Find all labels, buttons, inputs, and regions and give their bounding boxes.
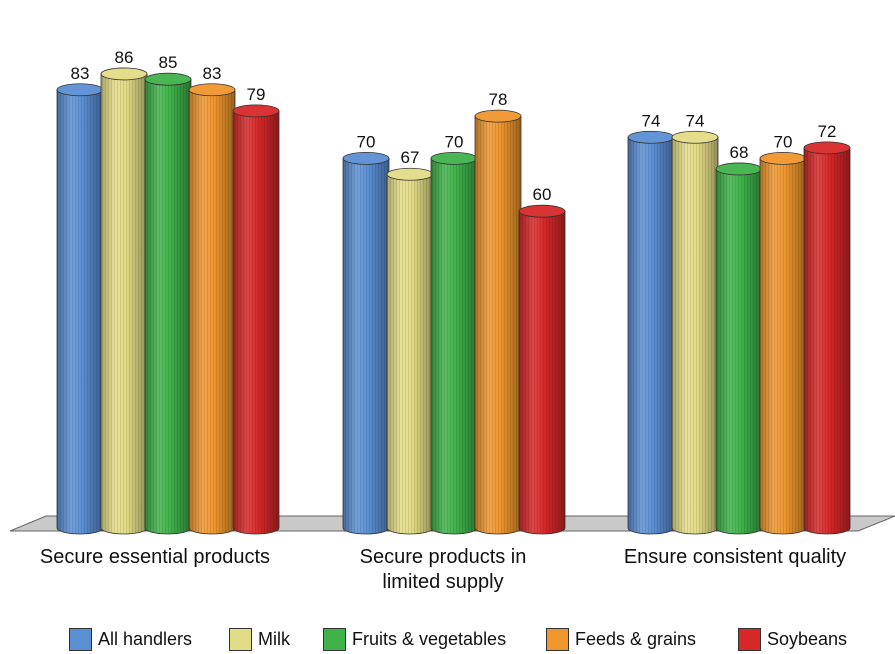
legend-label: Milk <box>258 628 290 649</box>
legend-swatch <box>323 627 346 651</box>
legend-item: Milk <box>229 626 290 652</box>
bar <box>188 83 236 535</box>
legend-item: All handlers <box>69 626 192 652</box>
category-label-line: limited supply <box>382 571 504 593</box>
data-labels-layer: 83 86 85 83 79 70 67 70 78 60 74 74 68 70 72 <box>71 48 837 204</box>
category-label-line: Secure products in <box>359 546 527 568</box>
bar <box>759 151 807 535</box>
category-label-line: Secure essential products <box>39 546 271 568</box>
bar <box>518 204 566 535</box>
bar <box>671 130 719 535</box>
data-label: 74 <box>642 111 661 130</box>
data-label: 70 <box>774 132 793 151</box>
bar <box>232 104 280 535</box>
data-label: 67 <box>401 148 420 167</box>
data-label: 86 <box>115 48 134 67</box>
legend-item: Feeds & grains <box>546 626 696 652</box>
legend-label: All handlers <box>98 628 193 649</box>
category-label: Secure essential products <box>5 545 305 570</box>
data-label: 68 <box>730 143 749 162</box>
bar <box>474 109 522 535</box>
data-label: 72 <box>818 122 837 141</box>
legend-item: Soybeans <box>738 626 847 652</box>
legend-label: Fruits & vegetables <box>352 628 507 649</box>
category-label: Ensure consistent quality <box>585 545 885 570</box>
bar <box>715 162 763 535</box>
bar <box>386 167 434 535</box>
data-label: 83 <box>71 64 90 83</box>
category-label: Secure products in limited supply <box>313 545 573 595</box>
bar <box>100 67 148 535</box>
data-label: 85 <box>159 53 178 72</box>
category-label-line: Ensure consistent quality <box>623 546 847 568</box>
data-label: 70 <box>445 132 464 151</box>
legend-swatch <box>546 627 569 651</box>
data-label: 74 <box>686 111 705 130</box>
legend-label: Soybeans <box>767 628 848 649</box>
legend-label: Feeds & grains <box>575 628 697 649</box>
data-label: 79 <box>247 85 266 104</box>
data-label: 60 <box>533 185 552 204</box>
legend-swatch <box>69 627 92 651</box>
bar <box>803 141 851 535</box>
legend-item: Fruits & vegetables <box>323 626 506 652</box>
legend-swatch <box>229 627 252 651</box>
data-label: 83 <box>203 64 222 83</box>
bar <box>430 151 478 535</box>
legend-swatch <box>738 627 761 651</box>
legend: All handlers Milk Fruits & vegetables Feeds… <box>0 626 895 652</box>
data-label: 78 <box>489 90 508 109</box>
bar <box>144 72 192 535</box>
data-label: 70 <box>357 132 376 151</box>
bar <box>56 83 104 535</box>
bars-layer <box>56 67 851 535</box>
bar <box>627 130 675 535</box>
bar <box>342 151 390 535</box>
